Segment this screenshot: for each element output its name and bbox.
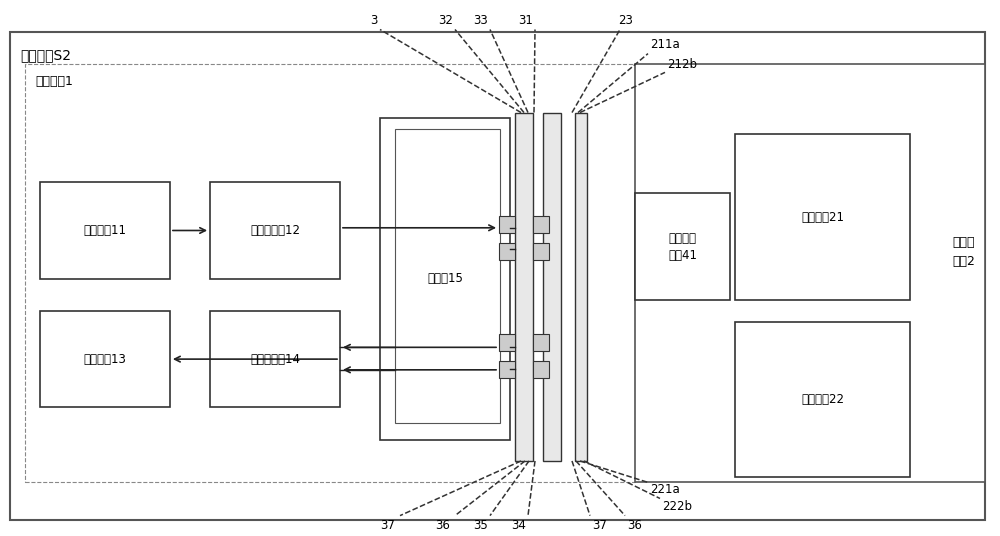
Bar: [543, 113, 561, 461]
Bar: [395, 129, 500, 423]
Text: 进气控制阀12: 进气控制阀12: [250, 224, 300, 237]
Text: 37: 37: [380, 519, 395, 532]
Text: 3: 3: [371, 14, 378, 27]
Bar: [499, 216, 515, 233]
Bar: [635, 193, 730, 300]
Text: 31: 31: [518, 14, 533, 27]
Text: 出气控制阀14: 出气控制阀14: [250, 353, 300, 366]
Bar: [515, 113, 533, 461]
Text: 23: 23: [618, 14, 633, 27]
Bar: [575, 113, 587, 461]
Text: 222b: 222b: [662, 500, 692, 513]
Bar: [40, 182, 170, 279]
Bar: [533, 361, 549, 378]
Bar: [533, 334, 549, 351]
Bar: [25, 64, 635, 482]
Text: 第一腔体21: 第一腔体21: [801, 211, 844, 224]
Text: 控制板15: 控制板15: [427, 272, 463, 285]
Bar: [380, 118, 510, 440]
Bar: [735, 322, 910, 477]
Bar: [533, 216, 549, 233]
Bar: [735, 134, 910, 300]
Text: 37: 37: [592, 519, 607, 532]
Text: 34: 34: [511, 519, 526, 532]
Text: 32: 32: [438, 14, 453, 27]
Text: 36: 36: [435, 519, 450, 532]
Bar: [533, 243, 549, 260]
Text: 进气装置11: 进气装置11: [84, 224, 127, 237]
Text: 35: 35: [473, 519, 488, 532]
Text: 风循环
腔体2: 风循环 腔体2: [952, 236, 975, 269]
Bar: [635, 64, 985, 482]
Text: 身份识别
电路41: 身份识别 电路41: [668, 232, 697, 262]
Text: 出气装置13: 出气装置13: [84, 353, 126, 366]
Bar: [499, 243, 515, 260]
Bar: [499, 334, 515, 351]
Bar: [210, 311, 340, 407]
Text: 221a: 221a: [650, 483, 680, 496]
Text: 第二腔体22: 第二腔体22: [801, 393, 844, 406]
Text: 温控系统S2: 温控系统S2: [20, 48, 71, 62]
Text: 211a: 211a: [650, 38, 680, 51]
Text: 33: 33: [473, 14, 488, 27]
Text: 212b: 212b: [667, 58, 697, 71]
Bar: [40, 311, 170, 407]
Text: 36: 36: [627, 519, 642, 532]
Bar: [210, 182, 340, 279]
Text: 调温系统1: 调温系统1: [35, 75, 73, 88]
Bar: [499, 361, 515, 378]
